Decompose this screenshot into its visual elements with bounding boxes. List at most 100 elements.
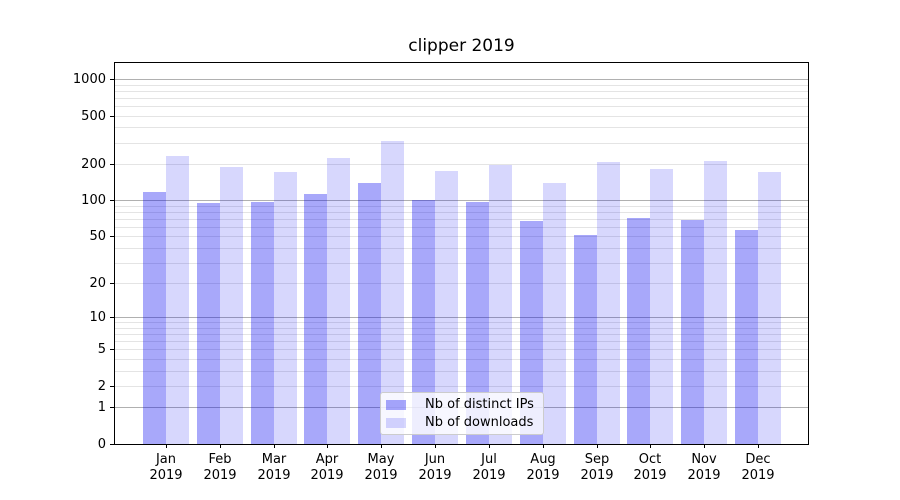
xtick-mark-mar	[274, 444, 275, 448]
ytick-label-10: 10	[89, 310, 106, 325]
gridline-major-1000	[115, 79, 808, 80]
gridline-minor-2	[115, 386, 808, 387]
bar-downloads-nov	[704, 161, 727, 444]
ytick-mark-5	[110, 349, 114, 350]
legend-item-distinct-ips: Nb of distinct IPs	[386, 396, 538, 413]
ytick-label-1000: 1000	[72, 72, 106, 87]
bar-distinct-ips-sep	[574, 235, 597, 444]
ytick-label-2: 2	[97, 379, 106, 394]
bar-distinct-ips-apr	[304, 194, 327, 444]
gridline-minor-700	[115, 98, 808, 99]
gridline-minor-7	[115, 334, 808, 335]
xtick-label-jul: Jul 2019	[472, 452, 506, 483]
gridline-minor-90	[115, 206, 808, 207]
bar-distinct-ips-mar	[251, 202, 274, 444]
gridline-minor-900	[115, 85, 808, 86]
ytick-label-200: 200	[81, 157, 106, 172]
bar-downloads-aug	[543, 183, 566, 444]
ytick-label-0: 0	[97, 437, 106, 452]
ytick-mark-200	[110, 164, 114, 165]
bar-distinct-ips-may	[358, 183, 381, 444]
gridline-minor-30	[115, 263, 808, 264]
bar-downloads-mar	[274, 172, 297, 444]
gridline-minor-600	[115, 106, 808, 107]
gridline-major-100	[115, 200, 808, 201]
bar-downloads-oct	[650, 169, 673, 444]
xtick-mark-jun	[435, 444, 436, 448]
bar-distinct-ips-jul	[466, 202, 489, 444]
gridline-minor-500	[115, 116, 808, 117]
legend-swatch-downloads	[386, 417, 406, 428]
ytick-mark-2	[110, 386, 114, 387]
gridline-minor-60	[115, 227, 808, 228]
xtick-mark-feb	[220, 444, 221, 448]
gridline-minor-20	[115, 283, 808, 284]
bar-downloads-jun	[435, 171, 458, 444]
ytick-label-5: 5	[97, 342, 106, 357]
gridline-minor-300	[115, 143, 808, 144]
legend: Nb of distinct IPs Nb of downloads	[380, 392, 544, 435]
bar-distinct-ips-jan	[143, 192, 166, 444]
gridline-minor-9	[115, 322, 808, 323]
gridline-minor-6	[115, 341, 808, 342]
xtick-label-aug: Aug 2019	[526, 452, 560, 483]
bar-downloads-jan	[166, 156, 189, 444]
xtick-mark-may	[381, 444, 382, 448]
xtick-label-may: May 2019	[364, 452, 398, 483]
ytick-mark-1	[110, 407, 114, 408]
gridline-minor-70	[115, 219, 808, 220]
bar-distinct-ips-nov	[681, 220, 704, 444]
gridline-minor-4	[115, 359, 808, 360]
ytick-label-100: 100	[81, 193, 106, 208]
plot-area: Nb of distinct IPs Nb of downloads	[114, 62, 809, 445]
legend-label-distinct-ips: Nb of distinct IPs	[425, 397, 534, 412]
bar-downloads-may	[381, 141, 404, 444]
ytick-label-500: 500	[81, 109, 106, 124]
ytick-label-1: 1	[97, 400, 106, 415]
xtick-mark-sep	[597, 444, 598, 448]
bar-downloads-feb	[220, 167, 243, 444]
xtick-label-feb: Feb 2019	[203, 452, 237, 483]
xtick-label-mar: Mar 2019	[257, 452, 291, 483]
ytick-mark-500	[110, 116, 114, 117]
ytick-mark-0	[110, 444, 114, 445]
xtick-mark-jul	[489, 444, 490, 448]
xtick-mark-nov	[704, 444, 705, 448]
gridline-major-10	[115, 317, 808, 318]
ytick-label-50: 50	[89, 229, 106, 244]
bar-downloads-jul	[489, 165, 512, 444]
ytick-mark-50	[110, 236, 114, 237]
bar-distinct-ips-aug	[520, 221, 543, 444]
xtick-label-jun: Jun 2019	[418, 452, 452, 483]
gridline-minor-3	[115, 371, 808, 372]
xtick-mark-apr	[327, 444, 328, 448]
gridline-minor-800	[115, 91, 808, 92]
bar-downloads-apr	[327, 158, 350, 444]
gridline-minor-40	[115, 248, 808, 249]
xtick-label-sep: Sep 2019	[580, 452, 614, 483]
legend-item-downloads: Nb of downloads	[386, 414, 538, 431]
bar-downloads-dec	[758, 172, 781, 444]
ytick-mark-20	[110, 283, 114, 284]
xtick-label-jan: Jan 2019	[149, 452, 183, 483]
xtick-mark-aug	[543, 444, 544, 448]
gridline-minor-200	[115, 164, 808, 165]
ytick-label-20: 20	[89, 276, 106, 291]
bar-downloads-sep	[597, 162, 620, 444]
gridline-minor-50	[115, 236, 808, 237]
xtick-label-dec: Dec 2019	[741, 452, 775, 483]
gridline-minor-400	[115, 127, 808, 128]
ytick-mark-100	[110, 200, 114, 201]
legend-label-downloads: Nb of downloads	[425, 415, 534, 430]
bar-distinct-ips-jun	[412, 200, 435, 444]
bar-distinct-ips-feb	[197, 203, 220, 444]
xtick-label-nov: Nov 2019	[687, 452, 721, 483]
xtick-label-oct: Oct 2019	[633, 452, 667, 483]
ytick-mark-10	[110, 317, 114, 318]
bar-distinct-ips-oct	[627, 218, 650, 444]
gridline-minor-8	[115, 328, 808, 329]
chart-title: clipper 2019	[408, 36, 515, 56]
bar-distinct-ips-dec	[735, 230, 758, 444]
xtick-mark-jan	[166, 444, 167, 448]
